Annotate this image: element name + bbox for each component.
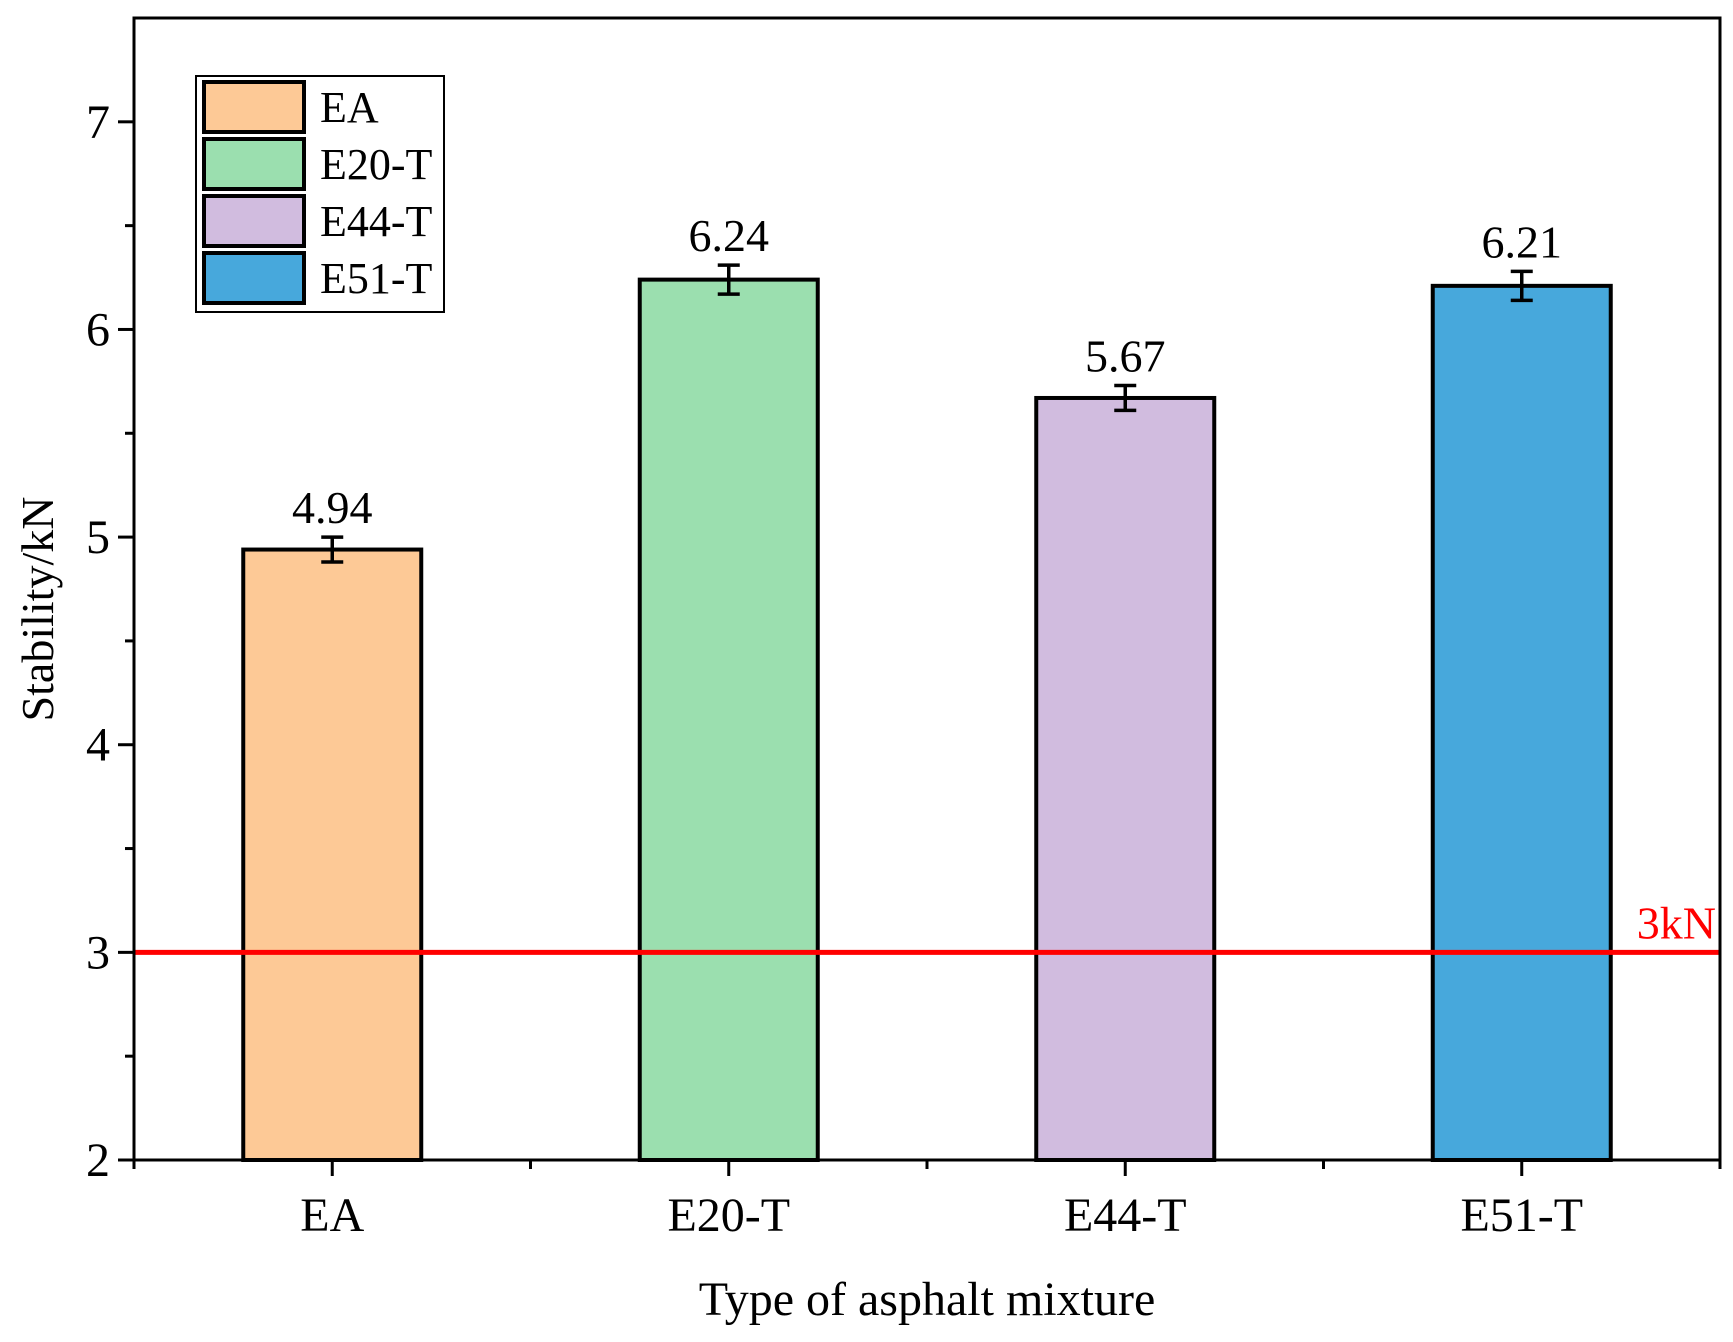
error-bar-ea — [321, 535, 344, 564]
error-bar-e51-t — [1510, 269, 1533, 303]
y-tick-label: 7 — [86, 96, 110, 149]
legend-swatch-e44-t — [202, 194, 306, 248]
error-bars-layer — [321, 263, 1533, 564]
value-label-e20-t: 6.24 — [689, 210, 770, 261]
x-axis-ticks: EA E20-T E44-T E51-T — [132, 1160, 1722, 1242]
error-bar-e20-t — [717, 263, 740, 296]
value-label-ea: 4.94 — [292, 482, 373, 533]
legend-swatch-e20-t — [202, 137, 306, 191]
y-axis-ticks: 2 3 4 5 6 7 — [86, 96, 134, 1187]
legend-swatch-ea — [202, 80, 306, 134]
value-label-e44-t: 5.67 — [1085, 331, 1166, 382]
legend-label-ea: EA — [320, 83, 379, 132]
legend-label-e20-t: E20-T — [320, 140, 433, 189]
legend-label-e51-t: E51-T — [320, 254, 433, 303]
bar-ea — [241, 547, 424, 1162]
bar-e44-t — [1034, 395, 1217, 1162]
legend-swatch-e51-t — [202, 251, 306, 305]
x-tick-label-e44-t: E44-T — [1064, 1189, 1187, 1242]
x-tick-label-e51-t: E51-T — [1460, 1189, 1583, 1242]
value-labels-layer: 4.94 6.24 5.67 6.21 — [292, 210, 1562, 533]
y-axis-label: Stability/kN — [12, 497, 63, 722]
value-label-e51-t: 6.21 — [1482, 216, 1563, 267]
x-tick-label-e20-t: E20-T — [667, 1189, 790, 1242]
y-tick-label: 6 — [86, 303, 110, 356]
reference-line-label: 3kN — [1637, 897, 1716, 948]
error-bar-e44-t — [1114, 383, 1137, 413]
x-tick-label-ea: EA — [300, 1189, 364, 1242]
legend: EA E20-T E44-T E51-T — [195, 75, 445, 313]
legend-label-e44-t: E44-T — [320, 197, 433, 246]
x-axis-label: Type of asphalt mixture — [699, 1273, 1156, 1326]
bars-layer — [241, 277, 1613, 1163]
bar-e51-t — [1430, 283, 1613, 1163]
y-tick-label: 4 — [86, 719, 110, 772]
y-tick-label: 3 — [86, 926, 110, 979]
y-tick-label: 5 — [86, 511, 110, 564]
bar-e20-t — [637, 277, 820, 1162]
y-tick-label: 2 — [86, 1134, 110, 1187]
